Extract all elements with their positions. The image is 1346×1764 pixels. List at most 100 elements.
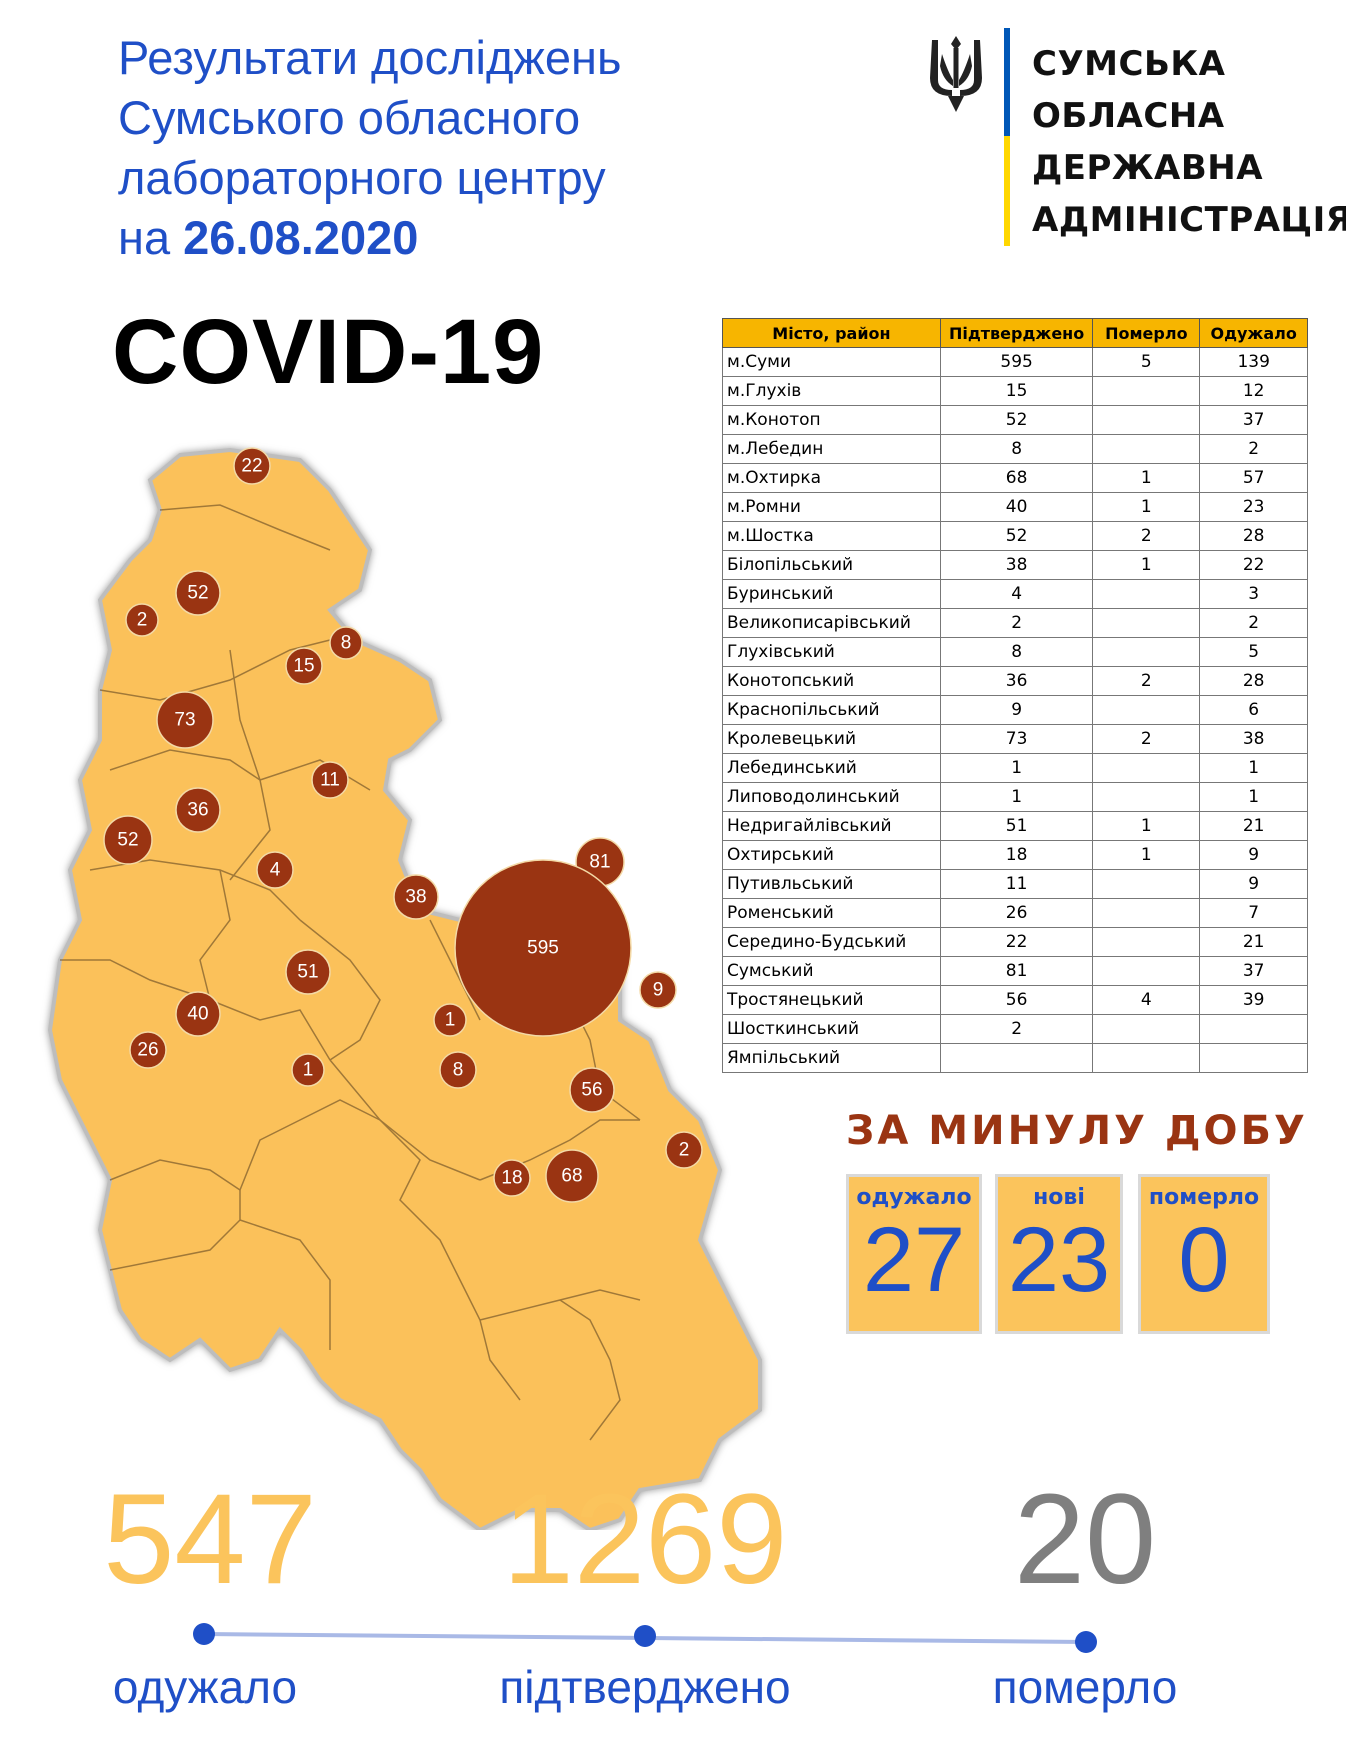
col-header-recovered: Одужало bbox=[1199, 318, 1308, 348]
case-bubble-label: 38 bbox=[405, 887, 426, 908]
logo-line-4: АДМІНІСТРАЦІЯ bbox=[1032, 200, 1346, 240]
col-header-died: Померло bbox=[1092, 318, 1201, 348]
case-bubble-circle bbox=[639, 971, 677, 1009]
cell-confirmed: 81 bbox=[939, 956, 1094, 986]
case-bubble-label: 52 bbox=[117, 830, 138, 851]
district-stats-table: Місто, район Підтверджено Померло Одужал… bbox=[722, 318, 1308, 1073]
cell-place: м.Суми bbox=[722, 347, 941, 377]
cell-place: м.Ромни bbox=[722, 492, 941, 522]
case-bubble-circle bbox=[493, 1159, 531, 1197]
cell-recovered: 6 bbox=[1199, 695, 1308, 725]
case-bubble: 4 bbox=[256, 851, 294, 889]
case-bubble: 52 bbox=[103, 815, 153, 865]
logo-divider-blue bbox=[1004, 28, 1010, 136]
report-date: 26.08.2020 bbox=[183, 211, 419, 264]
total-confirmed-label: підтверджено bbox=[499, 1661, 791, 1713]
case-bubble-circle bbox=[285, 647, 323, 685]
cell-recovered: 1 bbox=[1199, 782, 1308, 812]
last-day-died-value: 0 bbox=[1178, 1209, 1230, 1311]
total-died: 20 bbox=[1013, 1468, 1157, 1611]
case-bubble-circle bbox=[233, 447, 271, 485]
cell-died bbox=[1092, 608, 1201, 638]
case-bubble: 18 bbox=[493, 1159, 531, 1197]
case-bubble: 15 bbox=[285, 647, 323, 685]
total-confirmed: 1269 bbox=[502, 1468, 788, 1611]
cell-confirmed: 8 bbox=[939, 637, 1094, 667]
table-row: м.Охтирка 68 1 57 bbox=[722, 463, 1308, 493]
cell-recovered bbox=[1199, 1014, 1308, 1044]
cell-died: 5 bbox=[1092, 347, 1201, 377]
table-row: Охтирський 18 1 9 bbox=[722, 840, 1308, 870]
cell-confirmed: 595 bbox=[939, 347, 1094, 377]
case-bubble-label: 8 bbox=[453, 1060, 464, 1081]
cell-recovered: 21 bbox=[1199, 927, 1308, 957]
cell-confirmed: 68 bbox=[939, 463, 1094, 493]
cell-died bbox=[1092, 782, 1201, 812]
cell-recovered bbox=[1199, 1043, 1308, 1073]
total-recovered: 547 bbox=[103, 1468, 317, 1611]
cell-recovered: 9 bbox=[1199, 869, 1308, 899]
case-bubble-label: 81 bbox=[589, 852, 610, 873]
case-bubble: 9 bbox=[639, 971, 677, 1009]
case-bubble-label: 595 bbox=[527, 938, 559, 959]
cell-place: Краснопільський bbox=[722, 695, 941, 725]
case-bubble-circle bbox=[665, 1131, 703, 1169]
table-row: Недригайлівський 51 1 21 bbox=[722, 811, 1308, 841]
table-row: м.Конотоп 52 37 bbox=[722, 405, 1308, 435]
last-day-recovered-value: 27 bbox=[862, 1209, 966, 1311]
table-row: Глухівський 8 5 bbox=[722, 637, 1308, 667]
cell-confirmed: 18 bbox=[939, 840, 1094, 870]
table-row: Лебединський 1 1 bbox=[722, 753, 1308, 783]
case-bubble-circle bbox=[433, 1003, 467, 1037]
cell-confirmed: 52 bbox=[939, 521, 1094, 551]
table-row: м.Глухів 15 12 bbox=[722, 376, 1308, 406]
cell-died bbox=[1092, 376, 1201, 406]
case-bubble-label: 9 bbox=[653, 980, 664, 1001]
case-bubble-circle bbox=[175, 991, 221, 1037]
case-bubble-circle bbox=[175, 570, 221, 616]
cell-place: м.Глухів bbox=[722, 376, 941, 406]
cell-died: 4 bbox=[1092, 985, 1201, 1015]
logo-text-block: СУМСЬКА ОБЛАСНА ДЕРЖАВНА АДМІНІСТРАЦІЯ bbox=[1032, 38, 1346, 246]
cell-recovered: 22 bbox=[1199, 550, 1308, 580]
case-bubble: 2 bbox=[665, 1131, 703, 1169]
cell-died: 1 bbox=[1092, 550, 1201, 580]
col-header-confirmed: Підтверджено bbox=[939, 318, 1094, 348]
case-bubble-circle bbox=[569, 1067, 615, 1113]
case-bubble-circle bbox=[125, 603, 159, 637]
case-bubble: 68 bbox=[545, 1149, 599, 1203]
case-bubble-label: 1 bbox=[303, 1060, 314, 1081]
cell-recovered: 2 bbox=[1199, 608, 1308, 638]
cell-confirmed: 9 bbox=[939, 695, 1094, 725]
case-bubble-label: 18 bbox=[501, 1168, 522, 1189]
case-bubble-circle bbox=[103, 815, 153, 865]
cell-died bbox=[1092, 1043, 1201, 1073]
last-day-recovered-box: одужало 27 bbox=[846, 1174, 982, 1334]
trident-icon bbox=[930, 36, 982, 112]
cell-confirmed: 36 bbox=[939, 666, 1094, 696]
case-bubble: 40 bbox=[175, 991, 221, 1037]
cell-place: Липоводолинський bbox=[722, 782, 941, 812]
table-row: м.Ромни 40 1 23 bbox=[722, 492, 1308, 522]
case-bubble-label: 2 bbox=[137, 610, 148, 631]
case-bubble-label: 1 bbox=[445, 1010, 456, 1031]
case-bubble: 38 bbox=[393, 874, 439, 920]
cell-recovered: 9 bbox=[1199, 840, 1308, 870]
cell-died bbox=[1092, 434, 1201, 464]
case-bubble: 52 bbox=[175, 570, 221, 616]
cell-died bbox=[1092, 1014, 1201, 1044]
cell-died: 2 bbox=[1092, 521, 1201, 551]
cell-place: Середино-Будський bbox=[722, 927, 941, 957]
case-bubble: 56 bbox=[569, 1067, 615, 1113]
cell-recovered: 28 bbox=[1199, 521, 1308, 551]
covid-heading: COVID-19 bbox=[112, 301, 545, 403]
case-bubble-label: 52 bbox=[187, 583, 208, 604]
table-row: Кролевецький 73 2 38 bbox=[722, 724, 1308, 754]
timeline-dot-confirmed bbox=[634, 1625, 656, 1647]
table-row: Роменський 26 7 bbox=[722, 898, 1308, 928]
table-row: Середино-Будський 22 21 bbox=[722, 927, 1308, 957]
cell-confirmed: 51 bbox=[939, 811, 1094, 841]
district-borders bbox=[60, 504, 641, 1441]
cell-recovered: 12 bbox=[1199, 376, 1308, 406]
